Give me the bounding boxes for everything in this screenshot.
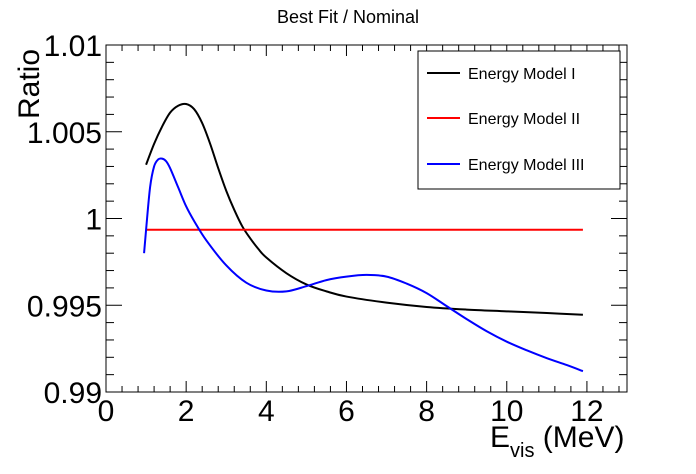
x-axis-title-main: E: [490, 421, 510, 454]
chart-title: Best Fit / Nominal: [277, 7, 419, 27]
y-tick-label: 0.99: [44, 377, 102, 410]
x-axis-title: Evis (MeV): [490, 421, 624, 462]
legend-label-energy-model-iii: Energy Model III: [468, 157, 585, 174]
y-tick-label: 1.01: [44, 30, 102, 63]
y-tick-label: 1: [85, 204, 102, 237]
legend: Energy Model I Energy Model II Energy Mo…: [417, 50, 621, 190]
legend-label-energy-model-ii: Energy Model II: [468, 111, 580, 128]
x-tick-label: 8: [418, 395, 435, 428]
x-tick-label: 0: [98, 395, 115, 428]
series-line-energy-model-iii: [143, 157, 584, 373]
y-tick-label: 0.995: [27, 290, 102, 323]
x-tick-label: 4: [258, 395, 275, 428]
legend-label-energy-model-i: Energy Model I: [468, 66, 576, 83]
x-axis-title-unit: (MeV): [534, 421, 624, 454]
x-tick-label: 2: [178, 395, 195, 428]
x-axis-title-sub: vis: [510, 440, 534, 462]
series-line-energy-model-i: [145, 102, 583, 316]
x-tick-label: 12: [570, 395, 603, 428]
x-tick-label: 6: [338, 395, 355, 428]
y-axis-title: Ratio: [13, 49, 46, 119]
x-tick-label: 10: [490, 395, 523, 428]
y-tick-label: 1.005: [27, 117, 102, 150]
